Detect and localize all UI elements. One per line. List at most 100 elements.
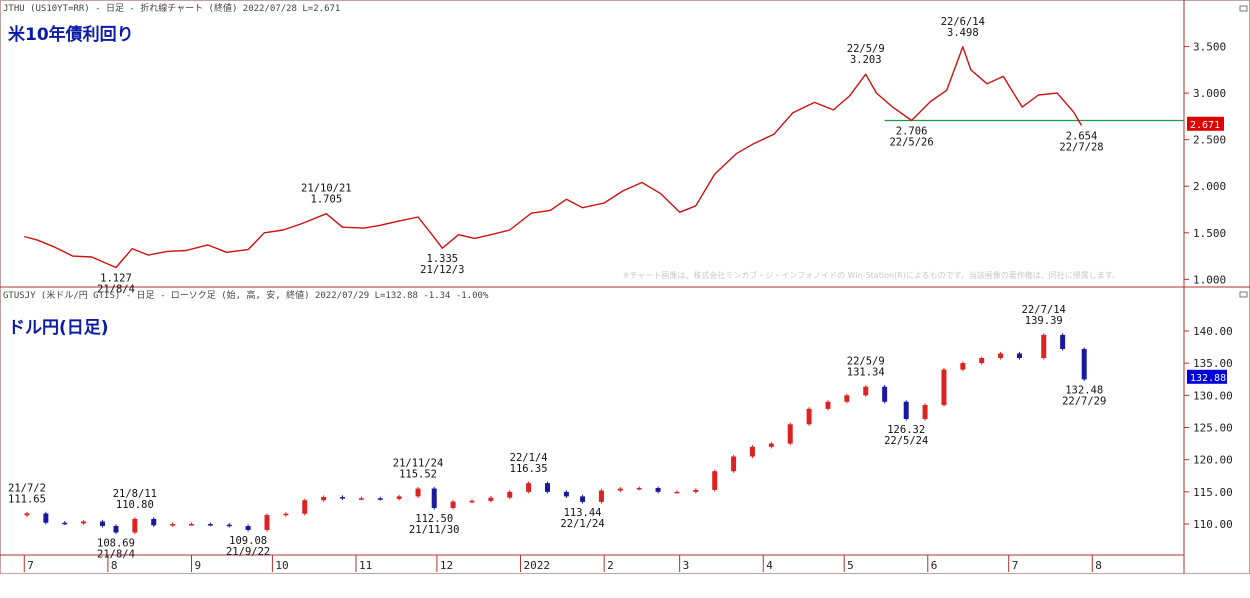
candle-down <box>544 483 550 492</box>
x-month-label: 10 <box>275 559 288 572</box>
candle-up <box>488 497 494 501</box>
annotation-date: 21/9/22 <box>226 546 270 558</box>
top-panel-resize-handle[interactable] <box>1239 5 1248 12</box>
y-tick-label: 110.00 <box>1193 518 1233 531</box>
candle-down <box>151 518 157 526</box>
annotation-value: 113.44 <box>564 507 602 519</box>
bottom-panel-header: GTUSJY (米ドル/円 GTIS) - 日足 - ローソク足 (始, 高, … <box>3 289 489 301</box>
annotation-date: 22/7/29 <box>1062 395 1106 407</box>
annotation-label: 22/5/93.203 <box>847 43 885 66</box>
candle-up <box>712 471 718 490</box>
annotation-date: 110.80 <box>116 499 154 511</box>
candle-down <box>99 521 105 526</box>
watermark-text: ※チャート画像は、株式会社ミンカブ・ジ・インフォノイドの Win-Station… <box>623 270 1120 280</box>
candle-down <box>431 488 437 508</box>
x-month-label: 2022 <box>524 559 551 572</box>
annotation-value: 1.335 <box>427 253 459 265</box>
annotation-date: 22/5/26 <box>889 137 933 149</box>
candle-up <box>598 490 604 502</box>
time-axis: 7 8 9 10 11 12 2022 2 3 4 5 6 7 8 <box>23 555 1102 572</box>
annotation-value: 21/7/2 <box>8 482 46 494</box>
x-month-label: 5 <box>847 559 854 572</box>
annotation-value: 2.654 <box>1066 130 1098 142</box>
annotation-date: 21/8/4 <box>97 548 135 560</box>
annotation-value: 126.32 <box>887 424 925 436</box>
candle-down <box>340 497 346 499</box>
y-tick-label: 1.000 <box>1193 273 1226 286</box>
candle-up <box>302 500 308 514</box>
y-tick-label: 2.500 <box>1193 134 1226 147</box>
candle-up <box>283 513 289 516</box>
annotation-date: 131.34 <box>847 367 885 379</box>
x-month-label: 7 <box>27 559 34 572</box>
candlestick-series <box>24 333 1087 535</box>
annotation-value: 22/1/4 <box>510 452 548 464</box>
annotation-date: 22/1/24 <box>560 518 604 530</box>
annotation-date: 116.35 <box>510 463 548 475</box>
candle-down <box>207 524 213 526</box>
annotation-date: 3.498 <box>947 27 979 39</box>
x-month-label: 2 <box>607 559 614 572</box>
candle-up <box>787 424 793 444</box>
candle-up <box>170 524 176 526</box>
top-panel-header: JTHU (US10YT=RR) - 日足 - 折れ線チャート (終値) 202… <box>3 2 340 14</box>
bottom-last-value-tag: 132.88 <box>1187 369 1227 384</box>
candle-down <box>245 525 251 530</box>
annotation-date: 3.203 <box>850 54 882 66</box>
candle-up <box>132 518 138 533</box>
candle-up <box>264 515 270 530</box>
x-month-label: 4 <box>766 559 773 572</box>
x-month-label: 8 <box>111 559 118 572</box>
y-tick-label: 2.000 <box>1193 180 1226 193</box>
x-month-label: 7 <box>1012 559 1019 572</box>
candle-down <box>563 491 569 497</box>
candle-down <box>113 525 119 533</box>
candle-up <box>321 497 327 501</box>
annotation-date: 1.705 <box>311 194 343 206</box>
bottom-panel-resize-handle[interactable] <box>1239 291 1248 298</box>
candle-up <box>941 369 947 405</box>
candle-up <box>731 456 737 472</box>
annotation-label: 22/6/143.498 <box>941 16 985 39</box>
annotation-date: 111.65 <box>8 493 46 505</box>
x-month-label: 3 <box>683 559 690 572</box>
annotation-label: 21/10/211.705 <box>301 183 352 206</box>
candle-down <box>43 513 49 523</box>
candle-up <box>749 446 755 457</box>
x-month-label: 11 <box>359 559 372 572</box>
annotation-date: 21/12/3 <box>420 264 464 276</box>
candle-up <box>844 395 850 402</box>
candle-up <box>768 443 774 447</box>
annotation-value: 22/5/9 <box>847 43 885 55</box>
candle-up <box>960 363 966 370</box>
candle-up <box>825 401 831 409</box>
annotation-value: 21/10/21 <box>301 183 352 195</box>
candle-up <box>469 500 475 503</box>
svg-text:2.671: 2.671 <box>1190 120 1220 131</box>
annotation-date: 115.52 <box>399 469 437 481</box>
annotation-value: 112.50 <box>415 513 453 525</box>
candle-up <box>674 491 680 494</box>
top-price-axis: 1.000 1.500 2.000 2.500 3.000 3.500 <box>1184 41 1226 286</box>
y-tick-label: 3.000 <box>1193 87 1226 100</box>
y-tick-label: 125.00 <box>1193 422 1233 435</box>
candle-down <box>580 496 586 502</box>
annotation-value: 21/11/24 <box>393 458 444 470</box>
top-last-value-tag: 2.671 <box>1187 116 1224 131</box>
candle-up <box>415 488 421 497</box>
